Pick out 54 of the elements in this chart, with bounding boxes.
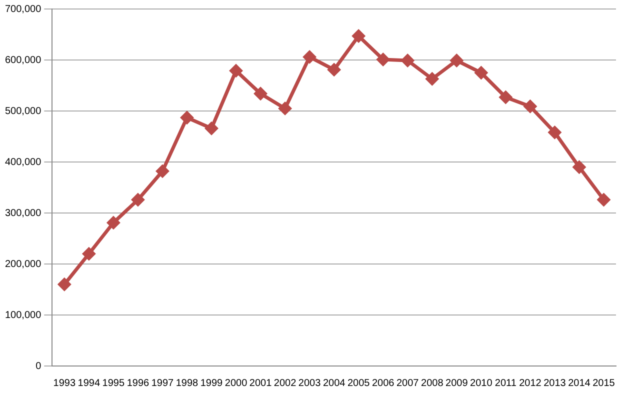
x-tick-label: 1997	[151, 378, 174, 389]
point	[132, 193, 144, 206]
y-tick-label: 300,000	[4, 208, 42, 219]
x-tick-label: 1996	[126, 378, 150, 389]
x-tick-label: 2014	[568, 378, 591, 389]
x-tick-label: 2012	[519, 378, 542, 389]
point	[180, 111, 194, 124]
point	[328, 63, 340, 76]
point	[426, 72, 438, 86]
x-tick-label: 1994	[78, 378, 100, 389]
x-tick-label: 2005	[347, 378, 370, 389]
point	[450, 54, 463, 67]
y-tick-label: 400,000	[4, 156, 42, 168]
point	[376, 53, 390, 66]
x-tick-label: 2002	[274, 378, 297, 389]
point	[107, 216, 120, 229]
point	[82, 248, 96, 260]
x-tick-label: 2009	[446, 378, 468, 389]
x-tick-label: 2015	[592, 378, 616, 389]
x-tick-label: 2003	[298, 378, 322, 389]
point	[230, 64, 242, 77]
x-tick-label: 2000	[224, 378, 248, 389]
y-tick-label: 500,000	[4, 106, 42, 117]
point	[499, 90, 512, 104]
x-tick-label: 1998	[176, 378, 199, 389]
x-tick-label: 2004	[322, 378, 346, 389]
point	[474, 66, 488, 79]
y-tick-label: 700,000	[4, 4, 42, 15]
point	[205, 122, 218, 135]
x-tick-label: 2006	[372, 378, 395, 389]
point	[254, 87, 267, 100]
point	[597, 193, 610, 206]
point	[401, 54, 414, 67]
point	[352, 30, 365, 42]
x-tick-label: 2013	[544, 378, 566, 389]
x-tick-label: 2007	[396, 378, 420, 389]
point	[156, 164, 169, 178]
y-tick-label: 600,000	[4, 54, 42, 66]
x-tick-label: 2001	[249, 378, 272, 389]
point	[303, 50, 316, 64]
x-tick-label: 2010	[470, 378, 493, 389]
point	[572, 160, 586, 174]
x-tick-label: 1995	[102, 378, 125, 389]
x-tick-label: 1993	[53, 378, 76, 389]
y-tick-label: 100,000	[4, 310, 42, 321]
y-tick-label: 200,000	[4, 258, 42, 270]
x-tick-label: 2011	[494, 378, 517, 389]
x-tick-label: 1999	[200, 378, 224, 389]
x-tick-label: 2008	[421, 378, 444, 389]
point	[278, 102, 292, 115]
point	[548, 126, 561, 139]
point	[524, 100, 536, 113]
point	[58, 278, 71, 291]
y-tick-label: 0	[36, 360, 42, 372]
